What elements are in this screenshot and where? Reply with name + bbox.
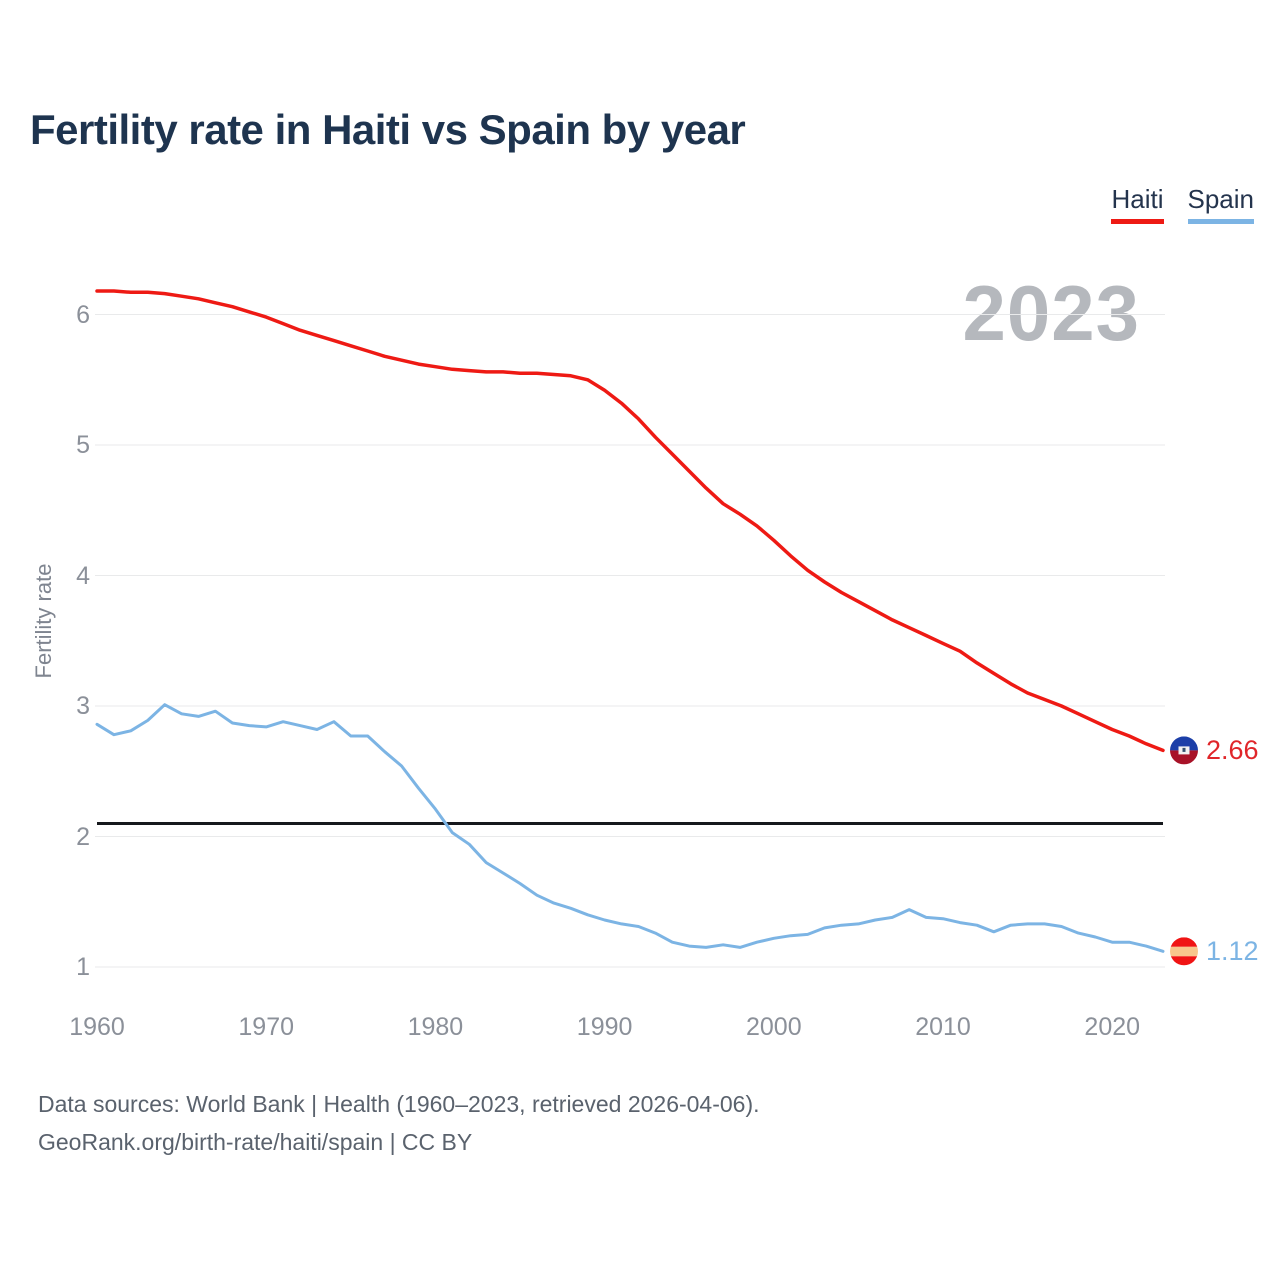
source-attribution: Data sources: World Bank | Health (1960–… bbox=[38, 1085, 760, 1161]
series-line-spain bbox=[95, 703, 1165, 953]
x-tick-label: 2010 bbox=[915, 1013, 971, 1041]
gridlines bbox=[95, 314, 1165, 968]
x-tick-label: 2020 bbox=[1084, 1013, 1141, 1041]
legend-item-haiti[interactable]: Haiti bbox=[1111, 184, 1164, 224]
y-tick-label: 3 bbox=[76, 692, 90, 720]
haiti-flag-icon bbox=[1170, 736, 1198, 765]
series-line-haiti bbox=[95, 289, 1165, 753]
haiti-end-value-label: 2.66 bbox=[1206, 735, 1259, 766]
x-tick-label: 2000 bbox=[746, 1013, 802, 1041]
license-line: GeoRank.org/birth-rate/haiti/spain | CC … bbox=[38, 1129, 473, 1155]
y-tick-label: 5 bbox=[76, 431, 90, 459]
data-series bbox=[95, 289, 1165, 953]
data-sources-line: Data sources: World Bank | Health (1960–… bbox=[38, 1091, 760, 1117]
chart-title: Fertility rate in Haiti vs Spain by year bbox=[30, 106, 746, 153]
y-tick-label: 1 bbox=[76, 953, 90, 981]
x-tick-label: 1970 bbox=[238, 1013, 295, 1041]
x-tick-label: 1980 bbox=[407, 1013, 464, 1041]
legend: Haiti Spain bbox=[1111, 184, 1254, 224]
x-tick-label: 1960 bbox=[69, 1013, 125, 1041]
x-tick-label: 1990 bbox=[576, 1013, 633, 1041]
watermark-year: 2023 bbox=[962, 269, 1140, 357]
y-tick-label: 4 bbox=[76, 561, 90, 590]
y-tick-label: 6 bbox=[76, 300, 90, 329]
spain-end-value-label: 1.12 bbox=[1206, 936, 1259, 967]
legend-item-spain[interactable]: Spain bbox=[1187, 184, 1254, 224]
y-tick-label: 2 bbox=[76, 822, 90, 851]
spain-flag-icon bbox=[1170, 937, 1198, 966]
